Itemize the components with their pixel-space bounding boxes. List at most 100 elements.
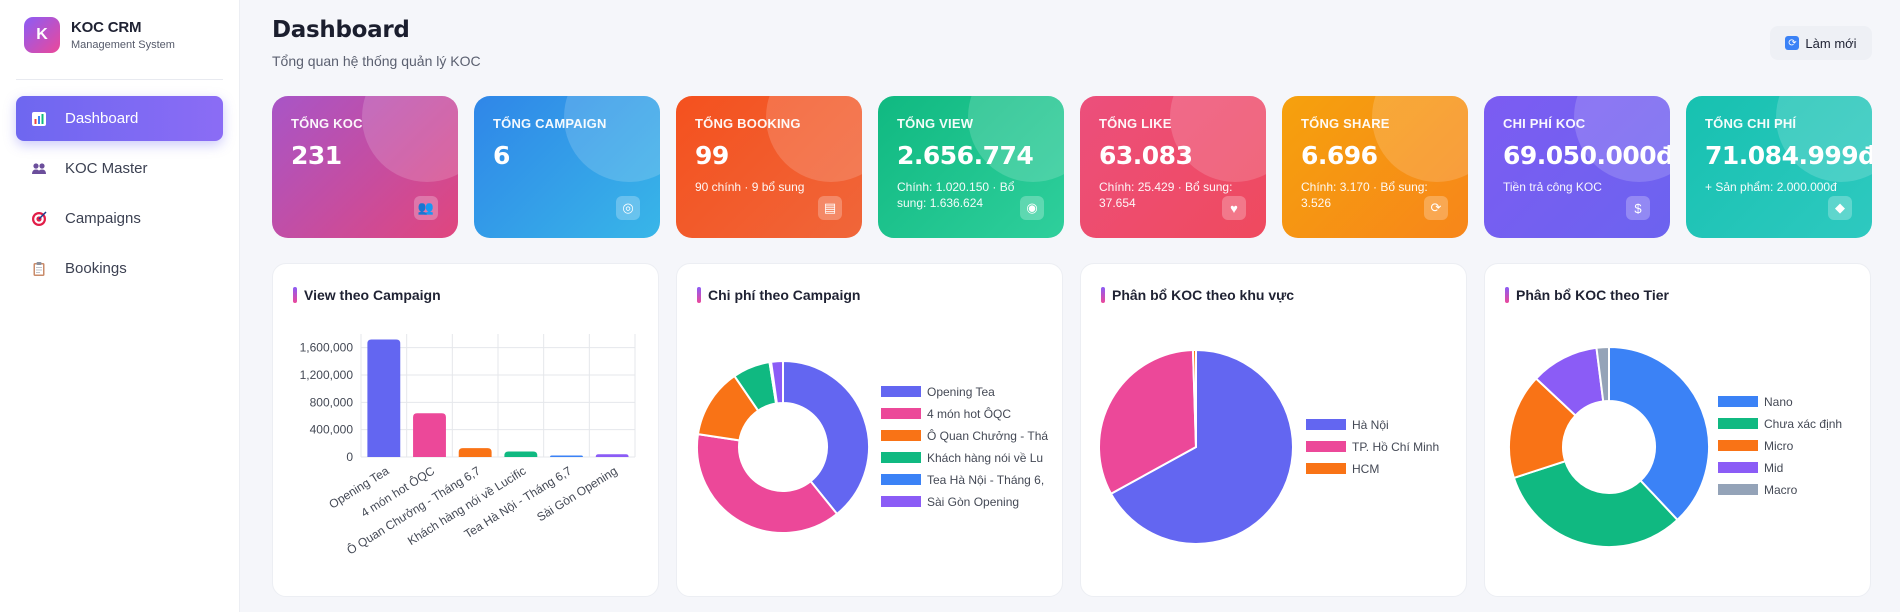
page-title: Dashboard xyxy=(272,17,410,43)
panel-title: Phân bổ KOC theo Tier xyxy=(1505,287,1669,303)
slice[interactable] xyxy=(1098,349,1198,496)
slice[interactable] xyxy=(1109,348,1294,545)
legend-label[interactable]: TP. Hồ Chí Minh xyxy=(1352,440,1439,454)
bar[interactable] xyxy=(458,448,492,457)
heart-icon: ♥ xyxy=(1222,196,1246,220)
sidebar-item-koc-master[interactable]: KOC Master xyxy=(16,146,223,191)
legend-swatch xyxy=(1718,484,1758,495)
legend-swatch xyxy=(1718,440,1758,451)
brand-logo: K xyxy=(24,17,60,53)
legend-label[interactable]: Hà Nội xyxy=(1352,418,1389,432)
stat-card-total-view[interactable]: Tổng View 2.656.774 Chính: 1.020.150 · B… xyxy=(878,96,1064,238)
y-tick-label: 0 xyxy=(346,450,353,464)
slice[interactable] xyxy=(769,359,784,405)
panel-title: Phân bổ KOC theo khu vực xyxy=(1101,287,1294,303)
pie-chart: Hà Nội TP. Hồ Chí Minh HCM xyxy=(1098,348,1439,545)
slice[interactable] xyxy=(1191,348,1197,448)
slice[interactable] xyxy=(782,359,870,516)
sidebar-item-label: Dashboard xyxy=(65,110,139,127)
legend-swatch xyxy=(1306,441,1346,452)
sidebar-item-label: Campaigns xyxy=(65,210,141,227)
bar[interactable] xyxy=(504,451,538,457)
legend-label[interactable]: Tea Hà Nội - Tháng 6, xyxy=(927,473,1044,487)
legend-swatch xyxy=(1718,396,1758,407)
panel-view-by-campaign: View theo Campaign 0 400,000 800,000 1,200,… xyxy=(272,263,659,597)
stats-row: Tổng KOC 231 👥 Tổng Campaign 6 ◎ Tổng Bo… xyxy=(272,96,1872,238)
stat-card-koc-cost[interactable]: Chi phí KOC 69.050.000đ Tiền trả công KO… xyxy=(1484,96,1670,238)
panel-title: Chi phí theo Campaign xyxy=(697,287,860,303)
stat-card-total-cost[interactable]: Tổng chi phí 71.084.999đ + Sản phẩm: 2.0… xyxy=(1686,96,1872,238)
slice[interactable] xyxy=(1608,345,1710,522)
slice[interactable] xyxy=(1512,459,1679,548)
stat-value: 99 xyxy=(695,141,729,170)
stat-value: 6 xyxy=(493,141,510,170)
stat-card-total-share[interactable]: Tổng Share 6.696 Chính: 3.170 · Bổ sung:… xyxy=(1282,96,1468,238)
money-bag-icon: $ xyxy=(1626,196,1650,220)
sidebar-item-campaigns[interactable]: Campaigns xyxy=(16,196,223,241)
stat-sub: 90 chính · 9 bổ sung xyxy=(695,180,805,194)
slice[interactable] xyxy=(1595,345,1610,403)
y-tick-label: 1,600,000 xyxy=(300,341,354,355)
users-icon xyxy=(30,160,48,178)
legend-label[interactable]: Khách hàng nói về Lu xyxy=(927,451,1043,465)
slice[interactable] xyxy=(696,433,839,534)
stat-card-total-campaign[interactable]: Tổng Campaign 6 ◎ xyxy=(474,96,660,238)
y-tick-label: 1,200,000 xyxy=(300,368,354,382)
stat-value: 6.696 xyxy=(1301,141,1378,170)
legend-label[interactable]: Sài Gòn Opening xyxy=(927,495,1019,509)
legend-label[interactable]: 4 món hot ÔQC xyxy=(927,406,1011,421)
legend-label[interactable]: Ô Quan Chưởng - Thá xyxy=(927,428,1048,443)
legend-label[interactable]: Chưa xác định xyxy=(1764,417,1842,431)
stat-value: 71.084.999đ xyxy=(1705,141,1872,170)
stat-label: Tổng KOC xyxy=(291,116,363,131)
bar[interactable] xyxy=(550,455,583,458)
x-tick-label: Sài Gòn Opening xyxy=(534,464,619,525)
refresh-button[interactable]: ⟳ Làm mới xyxy=(1770,26,1872,60)
target-icon: ◎ xyxy=(616,196,640,220)
legend-swatch xyxy=(881,474,921,485)
stat-label: Tổng chi phí xyxy=(1705,116,1797,131)
brand[interactable]: K KOC CRM Management System xyxy=(24,17,175,53)
bar[interactable] xyxy=(413,413,446,457)
legend-label[interactable]: HCM xyxy=(1352,462,1379,476)
stat-sub: Tiền trả công KOC xyxy=(1503,180,1602,194)
clipboard-icon xyxy=(30,260,48,278)
panel-koc-by-region: Phân bổ KOC theo khu vực Hà Nội TP. Hồ Ch… xyxy=(1080,263,1467,597)
legend-swatch xyxy=(1718,418,1758,429)
sidebar-item-label: Bookings xyxy=(65,260,127,277)
bar-chart: 0400,000800,0001,200,0001,600,000Opening… xyxy=(300,334,636,557)
stat-label: Tổng Campaign xyxy=(493,116,607,131)
stat-sub: Chính: 25.429 · Bổ sung: 37.654 xyxy=(1099,180,1233,210)
legend-label[interactable]: Mid xyxy=(1764,461,1783,475)
stat-value: 2.656.774 xyxy=(897,141,1034,170)
legend-swatch xyxy=(1306,419,1346,430)
legend-label[interactable]: Micro xyxy=(1764,439,1794,453)
bar[interactable] xyxy=(595,454,629,457)
sidebar-item-dashboard[interactable]: Dashboard xyxy=(16,96,223,141)
panel-title: View theo Campaign xyxy=(293,287,441,303)
sidebar-nav: Dashboard KOC Master Campaigns Bookings xyxy=(16,96,223,296)
refresh-icon: ⟳ xyxy=(1424,196,1448,220)
stat-label: Tổng Booking xyxy=(695,116,801,131)
legend-label[interactable]: Opening Tea xyxy=(927,385,995,399)
stat-card-total-like[interactable]: Tổng Like 63.083 Chính: 25.429 · Bổ sung… xyxy=(1080,96,1266,238)
bar[interactable] xyxy=(367,339,401,457)
page-subtitle: Tổng quan hệ thống quản lý KOC xyxy=(272,53,481,69)
stat-card-total-koc[interactable]: Tổng KOC 231 👥 xyxy=(272,96,458,238)
refresh-button-label: Làm mới xyxy=(1805,35,1857,51)
stat-sub: Chính: 1.020.150 · Bổ sung: 1.636.624 xyxy=(897,180,1015,210)
legend-label[interactable]: Nano xyxy=(1764,395,1793,409)
legend-swatch xyxy=(1718,462,1758,473)
stat-sub: Chính: 3.170 · Bổ sung: 3.526 xyxy=(1301,180,1428,210)
users-icon: 👥 xyxy=(414,196,438,220)
panel-cost-by-campaign: Chi phí theo Campaign Opening Tea 4 món h… xyxy=(676,263,1063,597)
stat-label: Tổng Share xyxy=(1301,116,1390,131)
legend-swatch xyxy=(881,408,921,419)
sidebar: K KOC CRM Management System Dashboard KO… xyxy=(0,0,240,612)
sidebar-item-bookings[interactable]: Bookings xyxy=(16,246,223,291)
sidebar-divider xyxy=(16,79,223,80)
legend-swatch xyxy=(881,452,921,463)
sidebar-item-label: KOC Master xyxy=(65,160,148,177)
legend-label[interactable]: Macro xyxy=(1764,483,1798,497)
stat-card-total-booking[interactable]: Tổng Booking 99 90 chính · 9 bổ sung ▤ xyxy=(676,96,862,238)
